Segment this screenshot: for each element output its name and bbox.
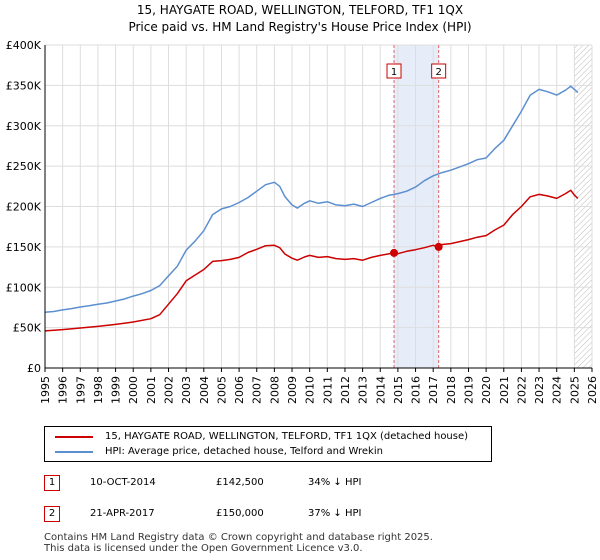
series-line-hpi	[44, 85, 579, 314]
y-tick-label: £400K	[6, 39, 42, 52]
series-line-property	[44, 189, 579, 332]
y-tick-label: £0	[27, 362, 41, 375]
x-tick-label: 2004	[198, 376, 211, 404]
x-tick-label: 2023	[533, 376, 546, 404]
legend-label-property: 15, HAYGATE ROAD, WELLINGTON, TELFORD, T…	[105, 431, 469, 442]
x-tick-label: 2024	[551, 376, 564, 404]
x-tick-label: 1996	[57, 376, 70, 404]
x-tick-label: 2011	[321, 376, 334, 404]
x-tick-label: 1995	[39, 376, 52, 404]
legend-label-hpi: HPI: Average price, detached house, Telf…	[105, 446, 383, 457]
transaction-box	[431, 63, 447, 79]
x-tick-label: 2025	[568, 376, 581, 404]
x-tick-label: 2006	[233, 376, 246, 404]
x-tick-label: 2012	[339, 376, 352, 404]
legend: 15, HAYGATE ROAD, WELLINGTON, TELFORD, T…	[44, 426, 492, 462]
x-tick-label: 1999	[110, 376, 123, 404]
y-tick-label: £100K	[6, 281, 42, 294]
transaction-price: £150,000	[216, 508, 264, 519]
transaction-price: £142,500	[216, 477, 264, 488]
y-tick-label: £250K	[6, 160, 42, 173]
x-tick-label: 2019	[462, 376, 475, 404]
x-tick-label: 2020	[480, 376, 493, 404]
price-chart: £0 £50K £100K £150K £200K £250K £300K £350K £400…	[6, 39, 599, 404]
x-tick-label: 2014	[374, 376, 387, 404]
transaction-box-label: 1	[391, 67, 397, 78]
y-tick-label: £50K	[13, 322, 42, 335]
chart-subtitle: Price paid vs. HM Land Registry's House …	[128, 20, 472, 34]
x-tick-label: 2026	[586, 376, 599, 404]
footer-line-copyright: Contains HM Land Registry data © Crown c…	[44, 532, 433, 543]
legend-swatch-hpi	[55, 451, 93, 453]
transaction-box-label: 2	[435, 67, 441, 78]
footer-line-licence: This data is licensed under the Open Gov…	[44, 543, 363, 554]
transaction-box	[386, 63, 402, 79]
y-tick-label: £300K	[6, 120, 42, 133]
y-tick-label: £350K	[6, 79, 42, 92]
y-tick-label: £200K	[6, 201, 42, 214]
x-tick-label: 2003	[180, 376, 193, 404]
x-tick-label: 2022	[515, 376, 528, 404]
transaction-number: 2	[44, 506, 60, 522]
x-tick-label: 2002	[163, 376, 176, 404]
x-tick-label: 2005	[215, 376, 228, 404]
x-tick-label: 2009	[286, 376, 299, 404]
transaction-number: 1	[44, 475, 60, 491]
x-tick-label: 2007	[251, 376, 264, 404]
transaction-point	[434, 242, 443, 251]
chart-title: 15, HAYGATE ROAD, WELLINGTON, TELFORD, T…	[136, 3, 464, 17]
x-tick-label: 2015	[392, 376, 405, 404]
x-tick-label: 2010	[304, 376, 317, 404]
x-tick-label: 2008	[268, 376, 281, 404]
transaction-hpi-diff: 37% ↓ HPI	[308, 508, 362, 519]
x-tick-label: 1997	[74, 376, 87, 404]
transaction-date: 10-OCT-2014	[90, 477, 156, 488]
transaction-point	[390, 248, 399, 257]
x-tick-label: 2016	[410, 376, 423, 404]
x-tick-label: 2001	[145, 376, 158, 404]
x-tick-label: 1998	[92, 376, 105, 404]
footer: Contains HM Land Registry data © Crown c…	[44, 532, 433, 554]
transaction-date: 21-APR-2017	[90, 508, 155, 519]
transaction-hpi-diff: 34% ↓ HPI	[308, 477, 362, 488]
x-tick-label: 2018	[445, 376, 458, 404]
legend-swatch-property	[55, 436, 93, 438]
x-tick-label: 2013	[357, 376, 370, 404]
x-tick-label: 2021	[498, 376, 511, 404]
x-tick-label: 2017	[427, 376, 440, 404]
x-tick-label: 2000	[127, 376, 140, 404]
y-tick-label: £150K	[6, 241, 42, 254]
